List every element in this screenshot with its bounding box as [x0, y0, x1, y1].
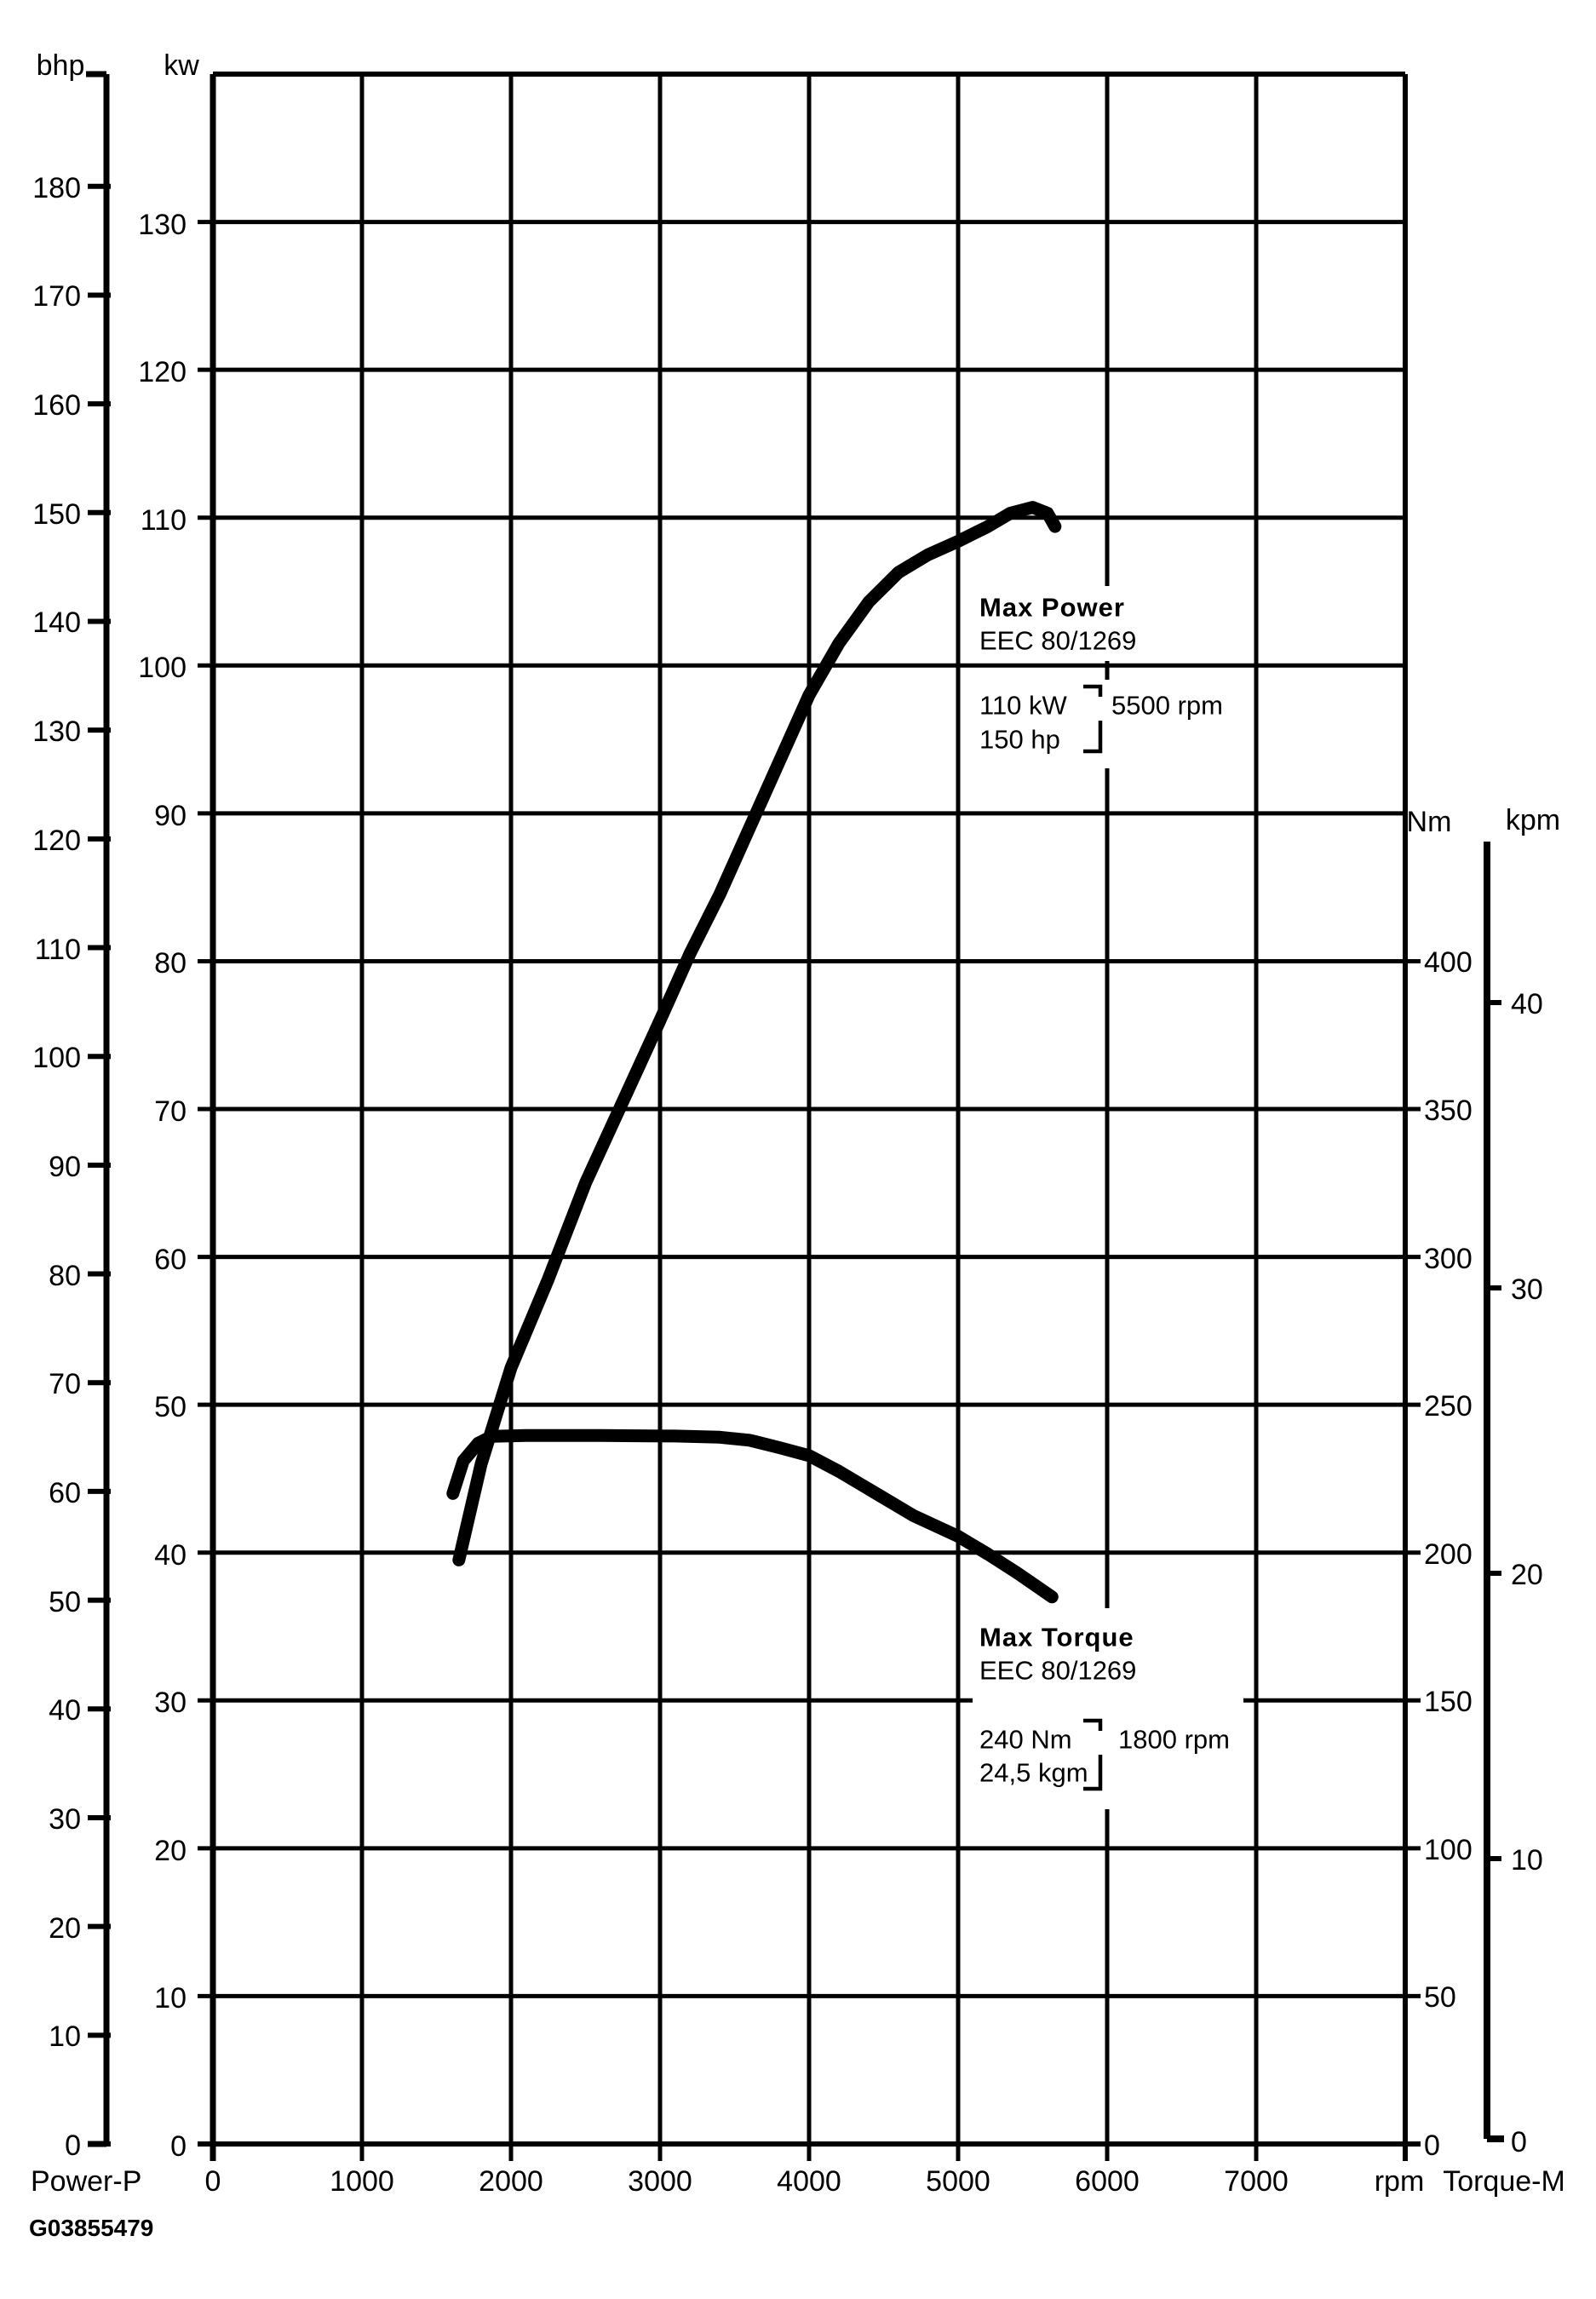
bhp-tick-label: 110: [34, 933, 81, 966]
kpm-tick-label: 20: [1511, 1559, 1543, 1591]
nm-tick-label: 400: [1424, 946, 1473, 980]
bhp-tick-label: 50: [49, 1585, 81, 1618]
bhp-tick-label: 10: [49, 2020, 81, 2054]
kw-tick-label: 60: [154, 1243, 187, 1276]
bhp-tick-label: 170: [32, 280, 81, 313]
bhp-tick-label: 160: [32, 389, 81, 422]
max-power-rpm-value: 5500 rpm: [1111, 690, 1223, 721]
max-torque-kgm-value: 24,5 kgm: [979, 1757, 1088, 1788]
kw-tick-label: 50: [154, 1391, 187, 1424]
rpm-tick-label: 3000: [628, 2165, 692, 2198]
kw-tick-label: 120: [138, 356, 187, 389]
bhp-tick-label: 140: [32, 606, 81, 640]
kpm-tick-label: 0: [1511, 2126, 1527, 2158]
kw-tick-label: 30: [154, 1687, 187, 1720]
rpm-tick-label: 6000: [1075, 2165, 1140, 2198]
max-torque-rpm-value: 1800 rpm: [1118, 1724, 1230, 1755]
bhp-tick-label: 180: [32, 171, 81, 204]
bhp-tick-label: 60: [49, 1476, 81, 1509]
kpm-tick-label: 40: [1511, 988, 1543, 1020]
bhp-tick-label: 0: [65, 2129, 81, 2162]
nm-tick-label: 0: [1424, 2129, 1440, 2162]
rpm-tick-label: 0: [204, 2165, 221, 2198]
kw-tick-label: 90: [154, 799, 187, 832]
rpm-tick-label: 1000: [330, 2165, 394, 2198]
max-torque-nm-value: 240 Nm: [979, 1724, 1072, 1755]
max-power-hp-value: 150 hp: [979, 724, 1060, 755]
nm-tick-label: 350: [1424, 1095, 1473, 1127]
max-power-whiteout-upper: [973, 586, 1233, 661]
bhp-tick-label: 20: [49, 1911, 81, 1945]
kpm-tick-label: 10: [1511, 1844, 1543, 1877]
kw-tick-label: 40: [154, 1538, 187, 1572]
rpm-tick-label: 7000: [1224, 2165, 1289, 2198]
kw-axis-title: kw: [164, 49, 199, 82]
bhp-tick-label: 90: [49, 1150, 81, 1183]
nm-tick-label: 300: [1424, 1242, 1473, 1275]
nm-tick-label: 150: [1424, 1686, 1473, 1719]
power-curve: [452, 501, 1062, 1566]
kw-tick-label: 70: [154, 1095, 187, 1128]
bhp-tick-label: 80: [49, 1259, 81, 1292]
kw-tick-label: 0: [170, 2130, 187, 2163]
max-torque-bracket: [1083, 1718, 1103, 1791]
bhp-tick-label: 150: [32, 497, 81, 531]
figure-code: G03855479: [29, 2215, 154, 2241]
kw-tick-label: 10: [154, 1982, 187, 2015]
kw-tick-label: 100: [138, 652, 187, 685]
max-torque-title: Max Torque: [979, 1622, 1134, 1652]
max-torque-standard: EEC 80/1269: [979, 1655, 1137, 1686]
bhp-tick-label: 120: [32, 824, 81, 857]
bhp-tick-label: 40: [49, 1694, 81, 1727]
torque-axis-legend: Torque-M: [1443, 2165, 1565, 2198]
nm-tick-label: 100: [1424, 1833, 1473, 1866]
max-power-whiteout-lower: [973, 680, 1233, 768]
bhp-tick-label: 130: [32, 716, 81, 749]
nm-axis-title: Nm: [1406, 806, 1452, 838]
torque-curve: [446, 1428, 1059, 1604]
bhp-tick-label: 70: [49, 1368, 81, 1401]
kw-tick-label: 130: [138, 208, 187, 241]
max-power-bracket: [1083, 684, 1103, 754]
kpm-tick-label: 30: [1511, 1273, 1543, 1306]
bhp-axis-title: bhp: [36, 49, 85, 82]
rpm-tick-label: 5000: [926, 2165, 990, 2198]
power-axis-legend: Power-P: [31, 2165, 142, 2198]
rpm-tick-label: 2000: [479, 2165, 543, 2198]
max-power-kw-value: 110 kW: [979, 690, 1067, 721]
kw-tick-label: 20: [154, 1834, 187, 1867]
rpm-tick-label: 4000: [777, 2165, 841, 2198]
kw-tick-label: 80: [154, 947, 187, 980]
nm-tick-label: 50: [1424, 1981, 1456, 2014]
kw-tick-label: 110: [140, 503, 187, 537]
rpm-axis-legend: rpm: [1374, 2165, 1425, 2198]
bhp-tick-label: 100: [32, 1042, 81, 1075]
bhp-tick-label: 30: [49, 1802, 81, 1836]
kpm-axis-title: kpm: [1505, 804, 1561, 836]
nm-tick-label: 250: [1424, 1390, 1473, 1423]
nm-tick-label: 200: [1424, 1537, 1473, 1571]
max-power-standard: EEC 80/1269: [979, 625, 1137, 656]
max-torque-whiteout: [973, 1608, 1243, 1809]
max-power-title: Max Power: [979, 592, 1125, 623]
